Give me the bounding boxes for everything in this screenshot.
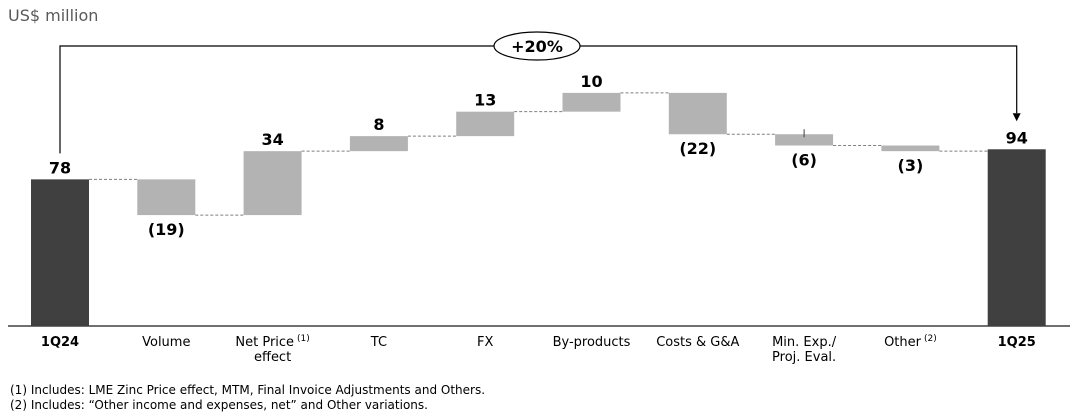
category-label: By-products bbox=[553, 335, 631, 350]
category-label: Proj. Eval. bbox=[772, 350, 836, 365]
category-label: Other (2) bbox=[884, 334, 937, 350]
change-badge bbox=[493, 31, 581, 61]
category-label: Net Price (1) bbox=[235, 334, 309, 350]
bar-other bbox=[881, 145, 940, 152]
footnote-marker: (1) bbox=[297, 334, 310, 344]
value-label: (19) bbox=[148, 220, 185, 239]
category-label: Volume bbox=[142, 335, 190, 350]
bar-fx bbox=[456, 111, 515, 137]
change-arrowhead bbox=[1012, 113, 1021, 122]
bar-net-price bbox=[243, 151, 302, 216]
footnote-1: (1) Includes: LME Zinc Price effect, MTM… bbox=[10, 383, 486, 397]
value-label: 34 bbox=[261, 130, 283, 149]
value-label: 8 bbox=[373, 115, 384, 134]
category-label: effect bbox=[254, 350, 291, 365]
category-label: 1Q24 bbox=[41, 335, 79, 350]
bar-1q25 bbox=[987, 149, 1046, 326]
unit-label: US$ million bbox=[8, 6, 99, 25]
value-label: (6) bbox=[791, 151, 817, 170]
value-label: 94 bbox=[1006, 128, 1028, 147]
change-bracket bbox=[59, 45, 1018, 154]
bar-volume bbox=[137, 179, 196, 216]
category-label: Min. Exp./ bbox=[772, 335, 837, 350]
category-label: TC bbox=[370, 335, 387, 350]
value-label: (22) bbox=[679, 139, 716, 158]
footnote-marker: (2) bbox=[924, 334, 937, 344]
bar-costs-g-a bbox=[668, 92, 727, 135]
bar-min-exp-proj-eval bbox=[775, 134, 834, 146]
change-label: +20% bbox=[511, 37, 563, 56]
bar-by-products bbox=[562, 92, 621, 112]
footnote-2: (2) Includes: “Other income and expenses… bbox=[10, 398, 428, 412]
value-label: (3) bbox=[898, 156, 924, 175]
value-label: 13 bbox=[474, 91, 496, 110]
waterfall-chart: 78 1Q24 (19) Volume 34 Net Price (1)effect 8 TC 1… bbox=[8, 31, 1070, 365]
value-label: 78 bbox=[49, 158, 71, 177]
category-label: Costs & G&A bbox=[656, 335, 739, 350]
category-label: FX bbox=[477, 335, 493, 350]
category-label: 1Q25 bbox=[998, 335, 1036, 350]
value-label: 10 bbox=[580, 72, 602, 91]
bar-1q24 bbox=[31, 179, 89, 326]
bar-tc bbox=[349, 136, 408, 152]
